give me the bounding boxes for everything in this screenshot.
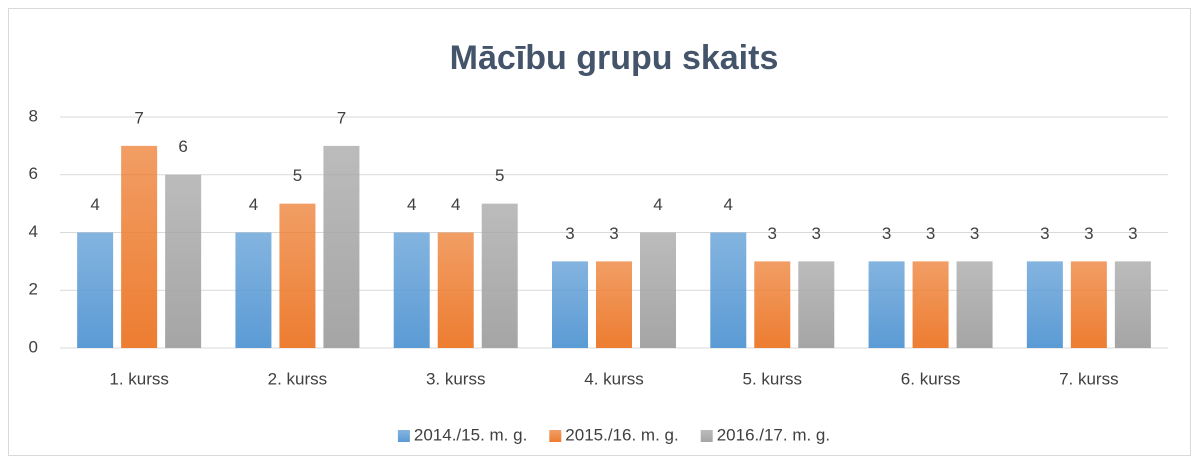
bar bbox=[235, 232, 272, 348]
bar bbox=[798, 261, 835, 348]
legend-swatch bbox=[397, 430, 410, 442]
data-label: 3 bbox=[768, 224, 777, 243]
data-label: 3 bbox=[565, 224, 574, 243]
data-label: 7 bbox=[134, 108, 143, 127]
y-tick-label: 4 bbox=[29, 222, 38, 241]
bar bbox=[596, 261, 632, 348]
data-label: 4 bbox=[249, 195, 258, 214]
bar bbox=[121, 145, 158, 348]
data-label: 3 bbox=[812, 224, 821, 243]
data-label: 7 bbox=[337, 108, 346, 127]
y-tick-label: 6 bbox=[29, 164, 38, 183]
bar bbox=[912, 261, 949, 348]
x-tick-label: 1. kurss bbox=[109, 369, 169, 388]
data-label: 3 bbox=[1128, 224, 1137, 243]
data-label: 3 bbox=[882, 224, 891, 243]
data-label: 6 bbox=[178, 137, 187, 156]
bar bbox=[165, 174, 202, 348]
y-tick-label: 0 bbox=[29, 337, 38, 356]
data-label: 4 bbox=[653, 195, 662, 214]
bar bbox=[279, 203, 316, 348]
data-label: 3 bbox=[609, 224, 618, 243]
data-label: 3 bbox=[1040, 224, 1049, 243]
bar bbox=[393, 232, 430, 348]
bar bbox=[754, 261, 791, 348]
bar bbox=[481, 203, 518, 348]
data-label: 5 bbox=[293, 166, 302, 185]
bar bbox=[868, 261, 905, 348]
bar bbox=[640, 232, 676, 348]
bar bbox=[437, 232, 474, 348]
y-tick-label: 2 bbox=[29, 280, 38, 299]
data-label: 4 bbox=[407, 195, 416, 214]
x-tick-label: 5. kurss bbox=[743, 369, 803, 388]
bar bbox=[710, 232, 747, 348]
legend-swatch bbox=[549, 430, 562, 442]
data-label: 4 bbox=[724, 195, 733, 214]
x-tick-label: 7. kurss bbox=[1059, 369, 1119, 388]
x-tick-label: 3. kurss bbox=[426, 369, 486, 388]
x-tick-label: 4. kurss bbox=[584, 369, 644, 388]
x-tick-label: 6. kurss bbox=[901, 369, 961, 388]
data-label: 4 bbox=[90, 195, 99, 214]
bar bbox=[552, 261, 588, 348]
bar bbox=[323, 145, 360, 348]
data-label: 3 bbox=[1084, 224, 1093, 243]
bar bbox=[1070, 261, 1107, 348]
bar bbox=[956, 261, 993, 348]
legend-label: 2015./16. m. g. bbox=[565, 425, 678, 444]
data-label: 3 bbox=[926, 224, 935, 243]
data-label: 3 bbox=[970, 224, 979, 243]
legend-label: 2016./17. m. g. bbox=[717, 425, 830, 444]
data-label: 4 bbox=[451, 195, 460, 214]
chart-title: Mācību grupu skaits bbox=[450, 39, 779, 77]
bar bbox=[77, 232, 114, 348]
y-tick-label: 8 bbox=[29, 106, 38, 125]
legend-label: 2014./15. m. g. bbox=[414, 425, 527, 444]
bar bbox=[1114, 261, 1151, 348]
data-label: 5 bbox=[495, 166, 504, 185]
legend-swatch bbox=[700, 430, 713, 442]
bar bbox=[1026, 261, 1063, 348]
x-tick-label: 2. kurss bbox=[268, 369, 328, 388]
